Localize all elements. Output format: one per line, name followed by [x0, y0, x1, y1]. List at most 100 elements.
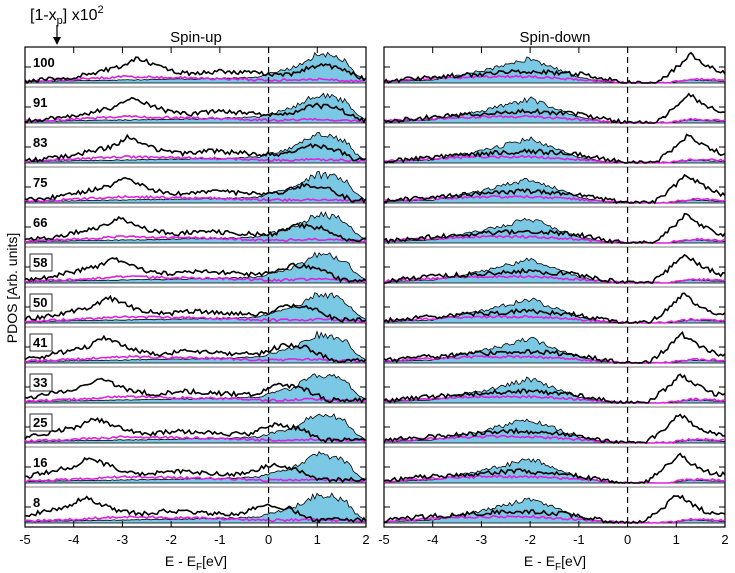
magenta-series	[24, 194, 367, 203]
row-label: 58	[33, 255, 47, 270]
magenta-series	[383, 154, 726, 164]
row-label: 83	[33, 135, 47, 150]
x-tick-label: -2	[165, 532, 177, 547]
black-series	[24, 294, 367, 323]
pdos-row-75	[383, 173, 726, 205]
magenta-series	[24, 235, 367, 244]
x-tick-label: -5	[19, 532, 31, 547]
x-tick-label: -4	[68, 532, 80, 547]
svg-text:[1-xp] x102: [1-xp] x102	[30, 4, 104, 27]
composition-header: [1-xp] x102	[30, 4, 104, 45]
row-label-box	[29, 373, 53, 392]
black-series	[384, 253, 726, 285]
magenta-series	[24, 154, 367, 163]
filled-series	[383, 177, 726, 204]
magenta-series	[24, 354, 367, 364]
filled-series	[24, 292, 367, 324]
row-label: 33	[33, 375, 47, 390]
black-series	[383, 494, 726, 524]
panel-title-spin-down: Spin-down	[520, 29, 591, 46]
row-label-box	[29, 293, 53, 312]
black-series	[24, 417, 367, 444]
y-axis-label: PDOS [Arb. units]	[4, 233, 20, 343]
pdos-row-58	[383, 253, 726, 285]
pdos-row-33	[24, 373, 367, 404]
x-tick-label: -3	[117, 532, 129, 547]
magenta-series	[383, 434, 726, 444]
x-label-main: E - E	[165, 553, 196, 569]
pdos-row-25	[24, 413, 367, 444]
filled-series	[24, 92, 367, 124]
black-series	[383, 373, 726, 405]
x-tick-label: 0	[624, 532, 631, 547]
black-series	[24, 133, 367, 163]
black-series	[383, 413, 726, 445]
pdos-row-75	[24, 170, 367, 204]
pdos-row-8	[383, 494, 726, 524]
black-series	[24, 456, 367, 483]
down-arrow-icon	[53, 25, 61, 45]
magenta-series	[24, 275, 367, 284]
pdos-row-16	[383, 452, 726, 485]
row-label: 75	[33, 175, 47, 190]
pdos-row-50	[24, 292, 367, 324]
black-series	[383, 212, 726, 245]
magenta-series	[24, 435, 367, 443]
black-series	[383, 133, 726, 164]
black-series	[24, 215, 367, 243]
black-series	[383, 173, 726, 205]
x-axis-label-right: E - EF[eV]	[524, 553, 586, 573]
magenta-series	[383, 354, 726, 364]
magenta-series	[383, 394, 726, 404]
row-label: 100	[33, 55, 55, 70]
black-series	[24, 334, 367, 364]
row-label: 91	[33, 95, 47, 110]
pdos-row-100	[383, 51, 726, 84]
row-label: 66	[33, 215, 47, 230]
black-series	[383, 330, 726, 364]
black-series	[24, 495, 367, 524]
magenta-series	[383, 234, 726, 244]
magenta-series	[383, 474, 726, 484]
magenta-series	[25, 475, 367, 483]
row-label: 8	[33, 495, 40, 510]
magenta-series	[383, 514, 726, 524]
pdos-row-16	[24, 450, 367, 484]
pdos-row-83	[24, 131, 367, 164]
row-label-box	[29, 253, 53, 272]
x-label-sub-right: F	[555, 562, 561, 573]
pdos-row-8	[24, 492, 367, 524]
header-label-main: [1-x	[30, 7, 57, 24]
pdos-row-66	[24, 211, 367, 244]
pdos-row-41	[383, 330, 726, 364]
pdos-row-100	[24, 51, 367, 85]
x-tick-label: 2	[362, 532, 369, 547]
magenta-series	[24, 395, 367, 404]
x-label-main-right: E - E	[524, 553, 555, 569]
row-label: 25	[33, 415, 47, 430]
pdos-row-33	[383, 373, 726, 405]
x-label-sub: F	[196, 562, 202, 573]
pdos-row-25	[383, 413, 726, 445]
magenta-series	[24, 75, 367, 84]
pdos-row-83	[383, 133, 726, 164]
pdos-row-91	[24, 92, 367, 124]
row-label: 16	[33, 455, 47, 470]
row-label: 50	[33, 295, 47, 310]
magenta-series	[24, 515, 367, 523]
pdos-row-66	[383, 212, 726, 245]
magenta-series	[383, 194, 726, 204]
x-axis-label: E - EF[eV]	[165, 553, 227, 573]
panel-spin-down: -5 -4 -3 -2 -1 0 1 2	[378, 46, 729, 547]
black-series	[24, 257, 367, 284]
black-series	[383, 51, 726, 84]
x-tick-label: -1	[214, 532, 226, 547]
row-label: 41	[33, 335, 47, 350]
magenta-series	[24, 114, 367, 123]
pdos-row-41	[24, 330, 367, 364]
x-label-rest-right: [eV]	[561, 553, 586, 569]
pdos-row-50	[383, 292, 726, 324]
x-tick-label: -2	[524, 532, 536, 547]
panel-title-spin-up: Spin-up	[170, 29, 222, 46]
x-tick-label: 0	[265, 532, 272, 547]
